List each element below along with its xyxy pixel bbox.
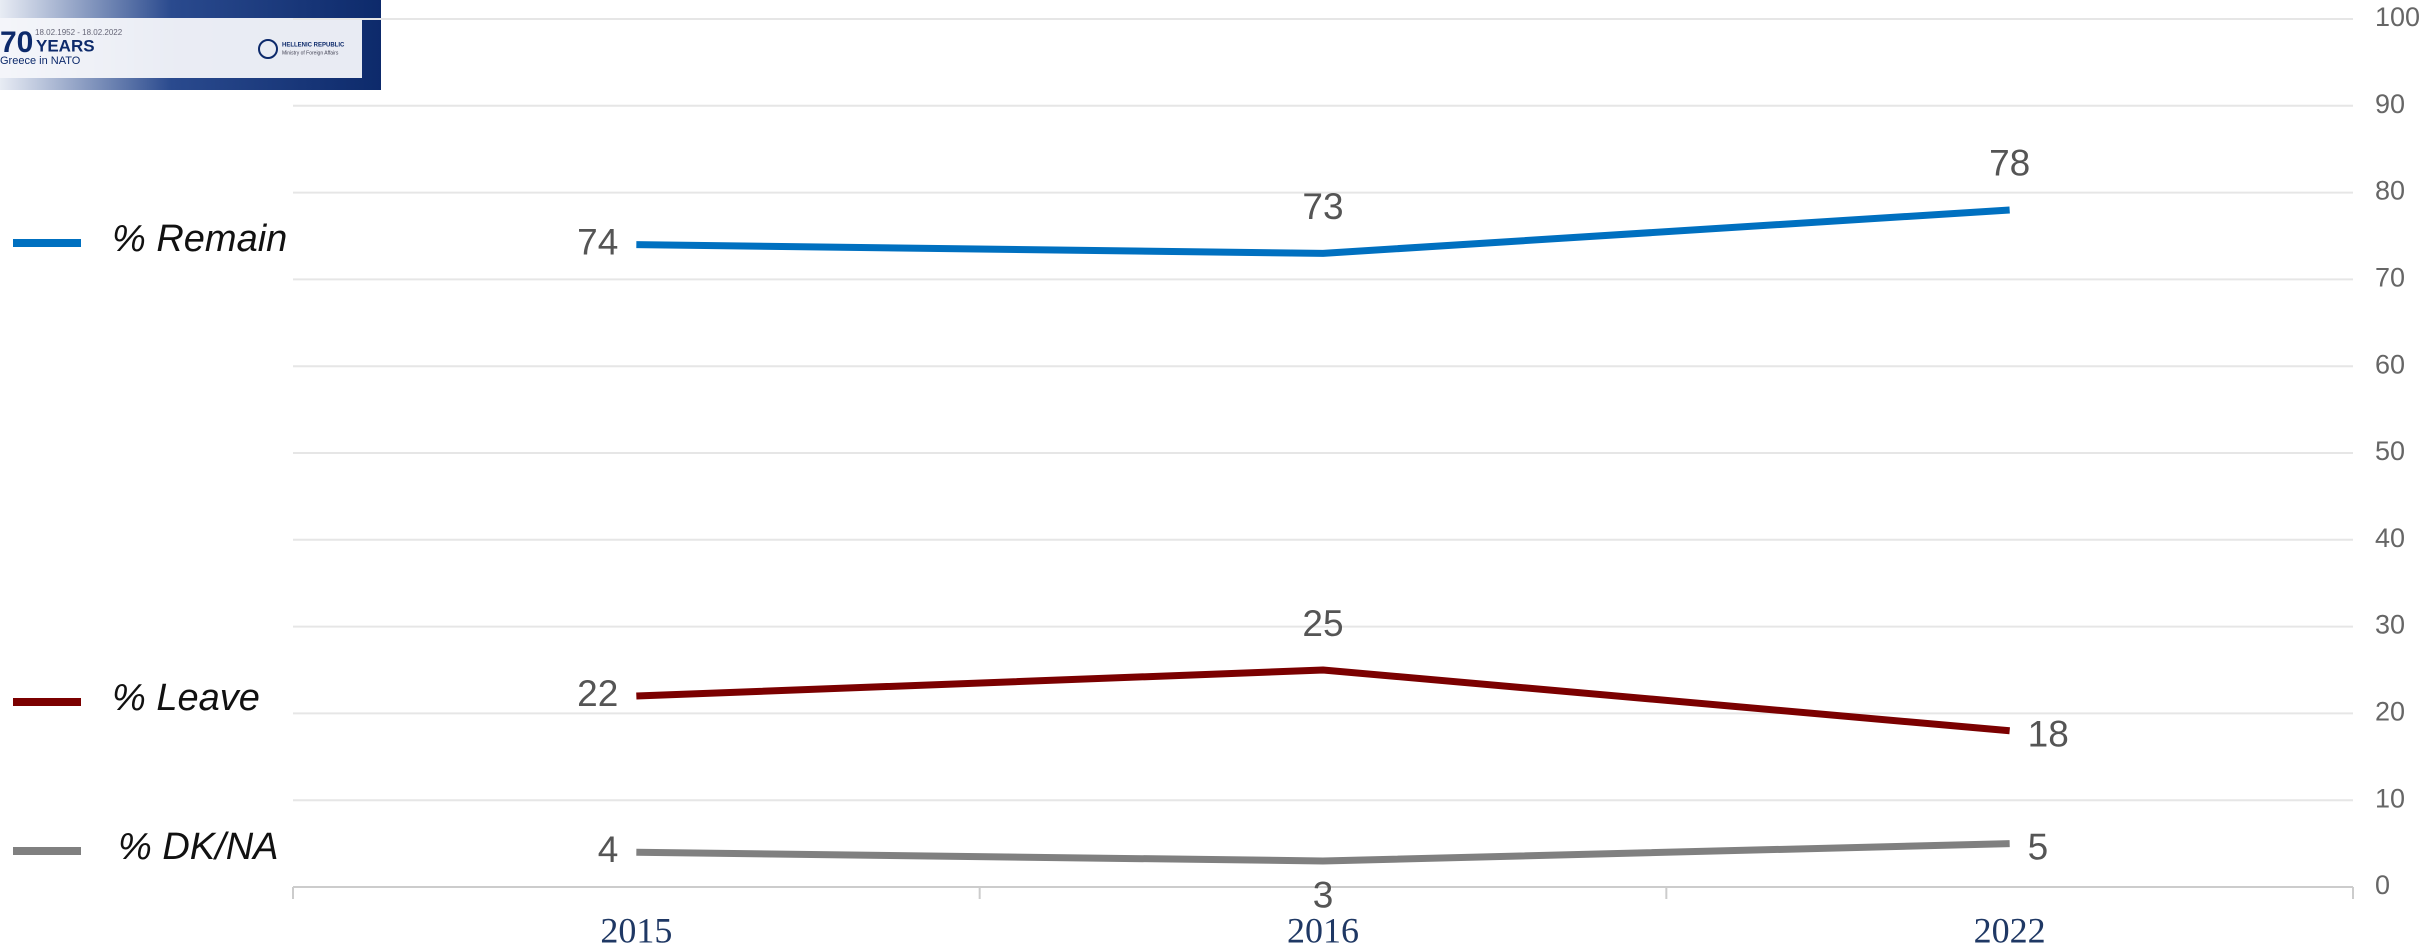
logo-word: YEARS xyxy=(36,36,95,55)
data-label: 3 xyxy=(1313,875,1334,916)
x-tick-label: 2016 xyxy=(1287,910,1359,947)
y-tick-label: 70 xyxy=(2375,263,2405,293)
data-label: 78 xyxy=(1989,143,2030,184)
line-series xyxy=(636,666,2010,735)
logo-dates: 18.02.1952 - 18.02.2022 xyxy=(35,28,123,37)
data-label: 74 xyxy=(577,221,618,262)
logo-number: 70 xyxy=(0,26,33,59)
line-series xyxy=(636,206,2010,257)
logo-panel xyxy=(0,18,362,78)
logo-org: HELLENIC REPUBLIC xyxy=(282,43,345,49)
y-tick-label: 0 xyxy=(2375,870,2390,900)
logo-emblem xyxy=(258,39,278,59)
line-series xyxy=(636,840,2010,865)
data-label: 18 xyxy=(2028,714,2069,755)
y-tick-label: 80 xyxy=(2375,176,2405,206)
logo-ministry: Ministry of Foreign Affairs xyxy=(282,50,339,56)
data-label: 22 xyxy=(577,673,618,714)
legend-label: % Leave xyxy=(112,677,260,719)
y-tick-label: 100 xyxy=(2375,2,2420,32)
y-tick-label: 60 xyxy=(2375,349,2405,379)
y-tick-label: 20 xyxy=(2375,697,2405,727)
y-tick-label: 10 xyxy=(2375,783,2405,813)
y-tick-label: 30 xyxy=(2375,610,2405,640)
data-label: 5 xyxy=(2028,826,2049,867)
legend-label: % DK/NA xyxy=(118,826,278,868)
y-tick-label: 40 xyxy=(2375,523,2405,553)
data-label: 73 xyxy=(1302,186,1343,227)
logo-subtitle: Greece in NATO xyxy=(0,55,81,67)
x-tick-label: 2022 xyxy=(1974,910,2046,947)
legend-label: % Remain xyxy=(112,218,287,260)
data-label: 4 xyxy=(598,829,619,870)
y-tick-label: 90 xyxy=(2375,89,2405,119)
data-label: 25 xyxy=(1302,603,1343,644)
y-tick-label: 50 xyxy=(2375,436,2405,466)
logo: 70 YEARS 18.02.1952 - 18.02.2022 Greece … xyxy=(0,0,381,90)
x-tick-label: 2015 xyxy=(600,910,672,947)
